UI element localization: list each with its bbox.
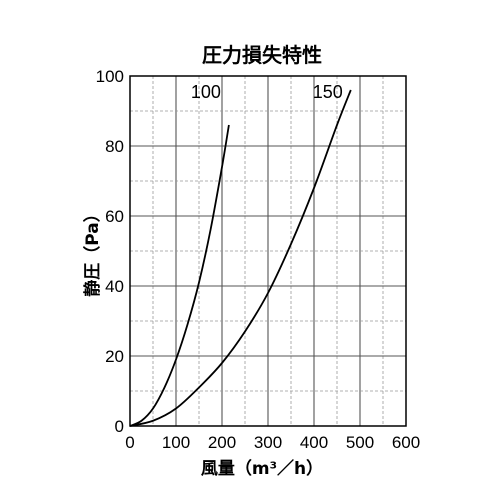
x-tick-label: 300 <box>254 433 282 452</box>
series-line-100 <box>130 125 229 426</box>
y-tick-label: 60 <box>105 207 124 226</box>
series-label-150: 150 <box>313 82 343 102</box>
series-line-150 <box>130 90 351 426</box>
x-tick-labels: 0 100 200 300 400 500 600 <box>125 433 420 452</box>
y-tick-label: 40 <box>105 277 124 296</box>
y-tick-label: 80 <box>105 137 124 156</box>
curves <box>130 90 351 426</box>
chart-title: 圧力損失特性 <box>202 43 322 67</box>
x-tick-label: 0 <box>125 433 134 452</box>
y-axis-label: 静圧（Pa） <box>82 205 103 296</box>
series-label-100: 100 <box>191 82 221 102</box>
y-tick-label: 0 <box>115 417 124 436</box>
x-tick-label: 100 <box>162 433 190 452</box>
x-axis-label: 風量（m³／h） <box>201 458 323 479</box>
x-tick-label: 400 <box>300 433 328 452</box>
x-tick-label: 600 <box>392 433 420 452</box>
x-tick-label: 200 <box>208 433 236 452</box>
y-tick-label: 100 <box>96 67 124 86</box>
x-tick-label: 500 <box>346 433 374 452</box>
series-labels: 100 150 <box>191 82 343 102</box>
y-tick-label: 20 <box>105 347 124 366</box>
